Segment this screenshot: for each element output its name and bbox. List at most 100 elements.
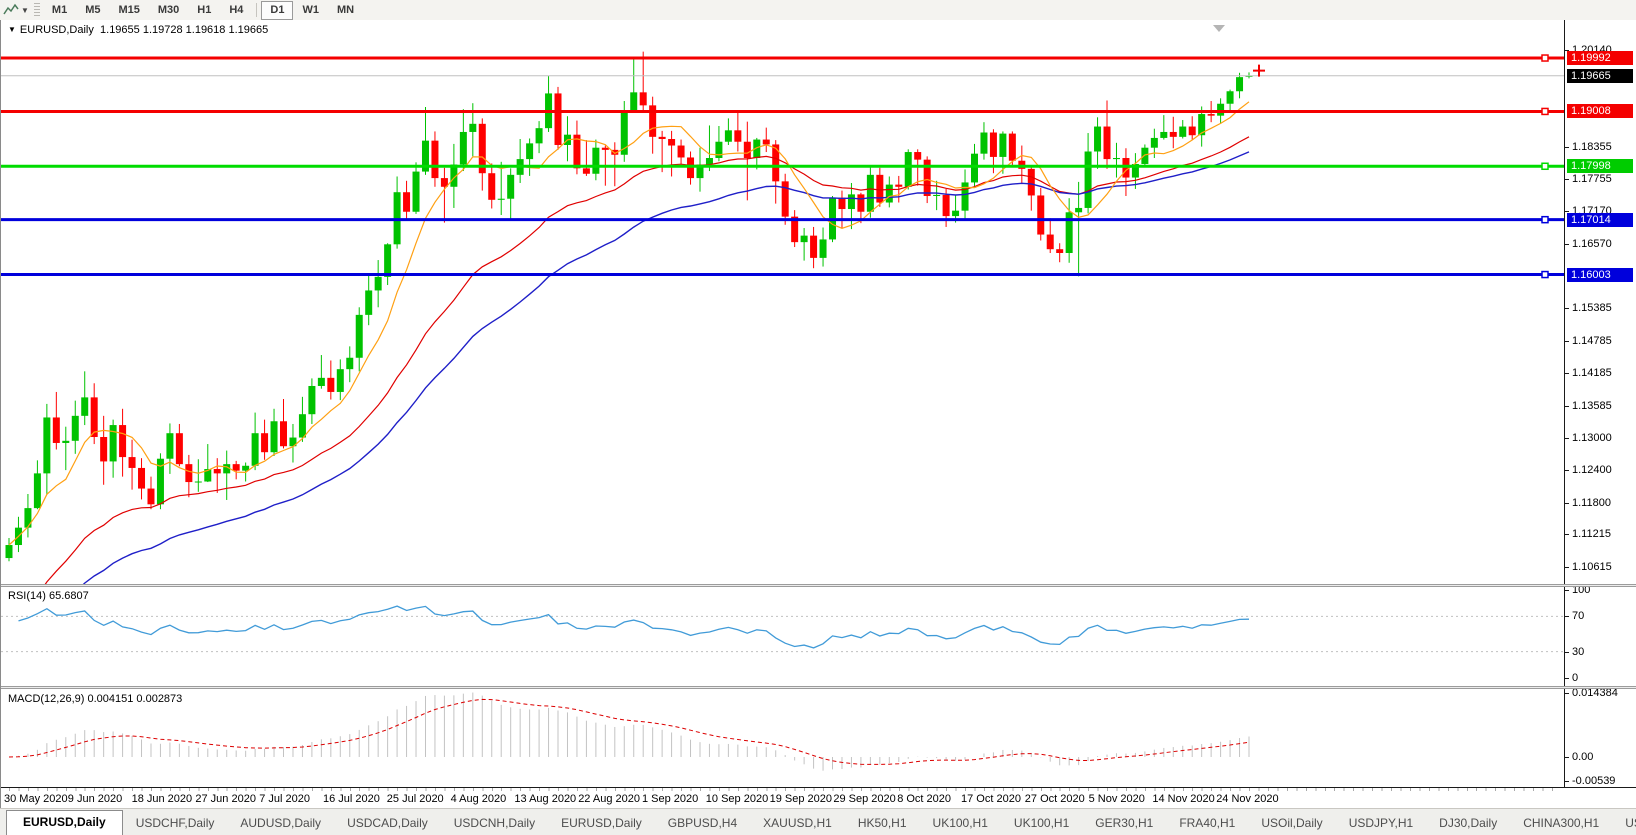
price-axis-label: 1.16570: [1572, 237, 1612, 250]
price-axis-label: 1.14185: [1572, 367, 1612, 380]
chart-tab-usdchf-daily[interactable]: USDCHF,Daily: [135, 816, 215, 830]
price-axis-tick: [1565, 308, 1569, 310]
macd-axis-tick: [1565, 692, 1569, 694]
date-axis-label: 30 May 2020: [4, 793, 68, 805]
price-axis-label: 1.18355: [1572, 140, 1612, 153]
price-axis-tick: [1565, 146, 1569, 148]
rsi-axis-tick: [1565, 651, 1569, 653]
pane-splitter-rsi[interactable]: [1, 584, 1636, 587]
date-axis-label: 13 Aug 2020: [514, 793, 577, 805]
price-axis-tick: [1565, 470, 1569, 472]
date-axis-label: 5 Nov 2020: [1088, 793, 1145, 805]
price-axis-label: 1.13000: [1572, 431, 1612, 444]
price-axis[interactable]: 1.20140 1.18355 1.17755 1.17170 1.16570 1.153…: [1564, 20, 1636, 787]
price-axis-tick: [1565, 50, 1569, 51]
macd-axis-label: 0.00: [1572, 751, 1594, 763]
chart-area: ▼ EURUSD,Daily 1.19655 1.19728 1.19618 1.…: [0, 20, 1636, 809]
timeframe-button-d1[interactable]: D1: [261, 0, 294, 20]
chart-tab-eurusd-daily[interactable]: EURUSD,Daily: [561, 816, 642, 830]
rsi-axis-label: 70: [1572, 610, 1585, 623]
timeframe-button-h4[interactable]: H4: [229, 3, 244, 16]
price-axis-label: 1.14785: [1572, 334, 1612, 347]
price-level-badge: 1.19665: [1567, 68, 1633, 83]
chart-tab-usdjpy-h1[interactable]: USDJPY,H1: [1348, 816, 1414, 830]
macd-axis-label: -0.00539: [1572, 774, 1616, 787]
rsi-axis-tick: [1565, 678, 1569, 679]
chart-tab-uk100-h1[interactable]: UK100,H1: [932, 816, 988, 830]
timeframe-button-m15[interactable]: M15: [118, 3, 140, 16]
toolbar-grip[interactable]: [33, 3, 40, 17]
timeframe-button-m5[interactable]: M5: [85, 3, 101, 16]
price-axis-tick: [1565, 243, 1569, 245]
chart-tab-china300-h1[interactable]: CHINA300,H1: [1523, 816, 1600, 830]
rsi-axis-label: 0: [1572, 672, 1579, 684]
date-axis-label: 19 Sep 2020: [769, 793, 832, 805]
chart-tab-hk50-h1[interactable]: HK50,H1: [857, 816, 907, 830]
timeframe-button-m1[interactable]: M1: [51, 3, 68, 16]
chart-tab-fra40-h1[interactable]: FRA40,H1: [1179, 816, 1236, 830]
chart-ohlc-values: 1.19655 1.19728 1.19618 1.19665: [100, 24, 269, 36]
chart-tab-usdcnh-daily[interactable]: USDCNH,Daily: [453, 816, 536, 830]
price-level-badge: 1.16003: [1567, 267, 1633, 282]
macd-axis-tick: [1565, 757, 1569, 758]
price-axis-tick: [1565, 567, 1569, 568]
price-axis-tick: [1565, 373, 1569, 375]
chart-tab-xauusd-h1[interactable]: XAUUSD,H1: [763, 816, 832, 830]
macd-axis-tick: [1565, 780, 1569, 782]
price-level-badge: 1.19992: [1567, 51, 1633, 66]
rsi-indicator-pane[interactable]: [1, 587, 1564, 686]
timeframe-button-w1[interactable]: W1: [302, 3, 319, 16]
chart-tab-bar: EURUSD,Daily USDCHF,Daily AUDUSD,Daily USDC…: [0, 808, 1636, 835]
date-axis-label: 27 Oct 2020: [1024, 793, 1085, 805]
timeframe-button-h1[interactable]: H1: [197, 3, 212, 16]
chart-symbol-period: EURUSD,Daily: [19, 24, 94, 36]
price-axis-tick: [1565, 211, 1569, 213]
price-axis-tick: [1565, 405, 1569, 407]
chart-tab-usoil-h1[interactable]: USOil,H1: [1625, 816, 1636, 830]
date-axis-label: 25 Jul 2020: [386, 793, 444, 805]
chart-tab-usoil-daily[interactable]: USOil,Daily: [1261, 816, 1323, 830]
date-axis-label: 10 Sep 2020: [705, 793, 769, 805]
chart-tab-uk100-h1[interactable]: UK100,H1: [1013, 816, 1070, 830]
indicators-tool-button[interactable]: ▼: [0, 1, 32, 19]
timeframe-button-m30[interactable]: M30: [157, 3, 180, 16]
chart-tab-eurusd-daily[interactable]: EURUSD,Daily: [6, 810, 123, 835]
date-axis-label: 16 Jul 2020: [323, 793, 380, 805]
price-axis-tick: [1565, 340, 1569, 342]
date-axis-label: 7 Jul 2020: [259, 793, 310, 805]
price-axis-label: 1.12400: [1572, 464, 1612, 477]
macd-label: MACD(12,26,9) 0.004151 0.002873: [8, 693, 183, 705]
collapse-triangle-icon[interactable]: ▼: [8, 25, 16, 34]
rsi-axis-tick: [1565, 590, 1569, 591]
date-axis[interactable]: 30 May 2020 9 Jun 2020 18 Jun 2020 27 Jun 2…: [1, 787, 1636, 809]
pane-splitter-macd[interactable]: [1, 686, 1636, 689]
date-axis-label: 4 Aug 2020: [450, 793, 507, 805]
chart-tab-gbpusd-h4[interactable]: GBPUSD,H4: [667, 816, 738, 830]
timeframe-button-mn[interactable]: MN: [336, 3, 355, 16]
macd-indicator-pane[interactable]: [1, 689, 1564, 787]
chart-tab-dj30-daily[interactable]: DJ30,Daily: [1439, 816, 1498, 830]
date-axis-label: 24 Nov 2020: [1216, 793, 1279, 805]
price-chart-pane[interactable]: [1, 20, 1564, 584]
macd-axis-label: 0.014384: [1572, 686, 1618, 699]
date-axis-label: 8 Oct 2020: [897, 793, 952, 805]
dropdown-caret-icon[interactable]: ▼: [21, 5, 29, 15]
chart-tab-ger30-h1[interactable]: GER30,H1: [1095, 816, 1154, 830]
date-axis-label: 17 Oct 2020: [961, 793, 1021, 805]
price-level-badge: 1.19008: [1567, 104, 1633, 119]
bar-ticks: [9, 788, 1559, 791]
price-level-badge: 1.17014: [1567, 212, 1633, 227]
rsi-label: RSI(14) 65.6807: [8, 590, 89, 602]
price-level-badge: 1.17998: [1567, 159, 1633, 174]
date-axis-label: 29 Sep 2020: [833, 793, 896, 805]
price-axis-label: 1.10615: [1572, 561, 1612, 573]
chart-tab-audusd-daily[interactable]: AUDUSD,Daily: [240, 816, 322, 830]
date-axis-label: 22 Aug 2020: [578, 793, 640, 805]
price-axis-tick: [1565, 502, 1569, 504]
date-axis-label: 14 Nov 2020: [1152, 793, 1215, 805]
chart-tab-usdcad-daily[interactable]: USDCAD,Daily: [347, 816, 428, 830]
price-axis-label: 1.13585: [1572, 399, 1612, 412]
rsi-axis-label: 30: [1572, 645, 1585, 658]
chart-title: ▼ EURUSD,Daily 1.19655 1.19728 1.19618 1.…: [8, 24, 268, 36]
